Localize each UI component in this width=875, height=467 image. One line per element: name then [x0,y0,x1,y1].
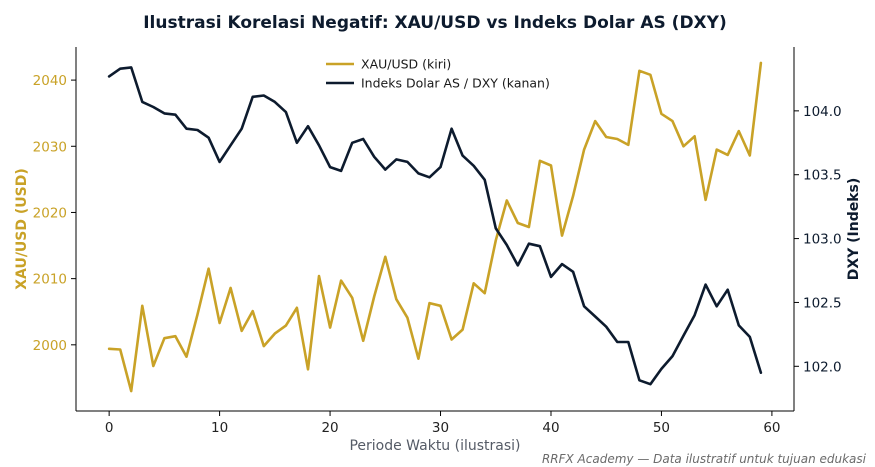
legend-label-xau: XAU/USD (kiri) [361,57,451,72]
x-tick-label: 20 [321,420,338,436]
left-y-ticks: 2000 2010 2020 2030 2040 [33,73,76,354]
x-tick-label: 40 [542,420,559,436]
x-tick-label: 60 [763,420,780,436]
x-ticks: 0 10 20 30 40 50 60 [105,411,781,436]
left-y-tick-label: 2030 [33,139,67,155]
x-tick-label: 10 [211,420,228,436]
right-y-tick-label: 102.0 [803,359,842,375]
right-y-axis-label: DXY (Indeks) [846,178,862,281]
right-y-tick-label: 103.5 [803,168,842,184]
legend: XAU/USD (kiri) Indeks Dolar AS / DXY (ka… [326,57,550,91]
x-tick-label: 50 [653,420,670,436]
chart-title: Ilustrasi Korelasi Negatif: XAU/USD vs I… [143,13,727,33]
dxy-series-line [107,66,763,386]
left-y-tick-label: 2020 [33,205,67,221]
left-y-tick-label: 2010 [33,272,67,288]
legend-label-dxy: Indeks Dolar AS / DXY (kanan) [361,76,550,91]
left-y-tick-label: 2040 [33,73,67,89]
right-y-tick-label: 104.0 [803,104,842,120]
x-tick-label: 30 [432,420,449,436]
left-y-axis-label: XAU/USD (USD) [14,168,30,290]
x-axis-label: Periode Waktu (ilustrasi) [349,438,520,454]
series-layer [107,61,763,393]
footer-note: RRFX Academy — Data ilustratif untuk tuj… [542,452,867,466]
right-y-tick-label: 103.0 [803,232,842,248]
right-y-ticks: 102.0 102.5 103.0 103.5 104.0 [794,104,842,375]
left-y-tick-label: 2000 [33,338,67,354]
x-tick-label: 0 [105,420,114,436]
right-y-tick-label: 102.5 [803,295,842,311]
xau-series-line [107,61,763,393]
